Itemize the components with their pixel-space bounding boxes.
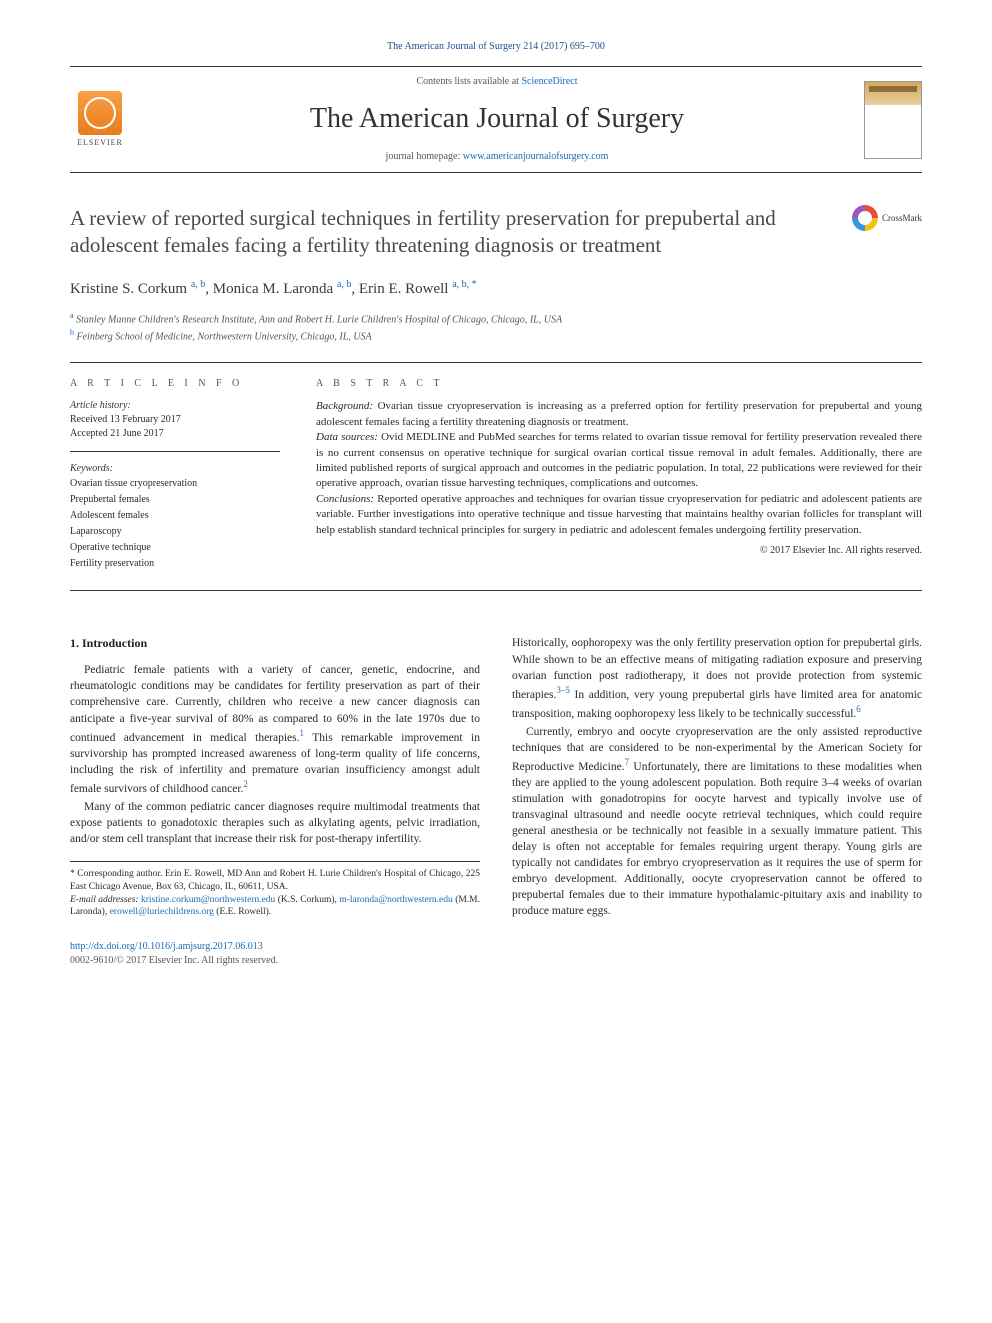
journal-cover-thumbnail[interactable] <box>864 81 922 159</box>
issn-copyright: 0002-9610/© 2017 Elsevier Inc. All right… <box>70 955 278 966</box>
info-abstract-row: A R T I C L E I N F O Article history: R… <box>70 363 922 572</box>
article-body: 1. Introduction Pediatric female patient… <box>70 635 922 920</box>
keywords-label: Keywords: <box>70 462 280 476</box>
crossmark-label: CrossMark <box>882 212 922 225</box>
section-1-heading: 1. Introduction <box>70 635 480 652</box>
elsevier-logo[interactable]: ELSEVIER <box>70 85 130 155</box>
keyword: Laparoscopy <box>70 524 280 540</box>
footnotes: * Corresponding author. Erin E. Rowell, … <box>70 861 480 919</box>
ref-3-5[interactable]: 3–5 <box>556 685 570 695</box>
conclusions-text: Reported operative approaches and techni… <box>316 493 922 536</box>
crossmark-widget[interactable]: CrossMark <box>852 205 922 231</box>
conclusions-label: Conclusions: <box>316 493 374 505</box>
contents-line: Contents lists available at ScienceDirec… <box>130 75 864 89</box>
email-link-2[interactable]: m-laronda@northwestern.edu <box>339 895 452 905</box>
abstract-col: A B S T R A C T Background: Ovarian tiss… <box>316 363 922 572</box>
ref-6[interactable]: 6 <box>856 704 861 714</box>
body-p4: Currently, embryo and oocyte cryopreserv… <box>512 724 922 920</box>
abstract-heading: A B S T R A C T <box>316 377 922 391</box>
ref-2[interactable]: 2 <box>243 779 248 789</box>
background-label: Background: <box>316 400 373 412</box>
crossmark-icon <box>852 205 878 231</box>
keyword: Adolescent females <box>70 508 280 524</box>
affiliations: a Stanley Manne Children's Research Inst… <box>70 310 922 345</box>
article-info-heading: A R T I C L E I N F O <box>70 377 280 391</box>
accepted-date: Accepted 21 June 2017 <box>70 427 280 441</box>
section-rule-2 <box>70 590 922 591</box>
data-sources-text: Ovid MEDLINE and PubMed searches for ter… <box>316 431 922 489</box>
corresponding-author: * Corresponding author. Erin E. Rowell, … <box>70 868 480 894</box>
data-sources-label: Data sources: <box>316 431 378 443</box>
keyword: Ovarian tissue cryopreservation <box>70 476 280 492</box>
journal-title: The American Journal of Surgery <box>130 99 864 138</box>
article-title: A review of reported surgical techniques… <box>70 205 838 260</box>
email-link-1[interactable]: kristine.corkum@northwestern.edu <box>141 895 275 905</box>
article-info-col: A R T I C L E I N F O Article history: R… <box>70 363 280 572</box>
history-label: Article history: <box>70 399 280 413</box>
keyword: Prepubertal females <box>70 492 280 508</box>
keyword: Fertility preservation <box>70 556 280 572</box>
masthead-center: Contents lists available at ScienceDirec… <box>130 75 864 164</box>
email-link-3[interactable]: erowell@luriechildrens.org <box>110 907 214 917</box>
body-p1: Pediatric female patients with a variety… <box>70 662 480 796</box>
contents-prefix: Contents lists available at <box>416 76 521 87</box>
abstract-copyright: © 2017 Elsevier Inc. All rights reserved… <box>316 544 922 558</box>
email-label: E-mail addresses: <box>70 895 139 905</box>
citation-line: The American Journal of Surgery 214 (201… <box>70 40 922 54</box>
email-addresses: E-mail addresses: kristine.corkum@northw… <box>70 894 480 920</box>
homepage-line: journal homepage: www.americanjournalofs… <box>130 150 864 164</box>
masthead: ELSEVIER Contents lists available at Sci… <box>70 66 922 173</box>
body-p3: Historically, oophoropexy was the only f… <box>512 635 922 721</box>
abstract-body: Background: Ovarian tissue cryopreservat… <box>316 399 922 538</box>
homepage-prefix: journal homepage: <box>386 151 463 162</box>
received-date: Received 13 February 2017 <box>70 413 280 427</box>
affiliation-b: b Feinberg School of Medicine, Northwest… <box>70 327 922 344</box>
page-footer: http://dx.doi.org/10.1016/j.amjsurg.2017… <box>70 940 922 968</box>
authors-line: Kristine S. Corkum a, b, Monica M. Laron… <box>70 278 922 300</box>
elsevier-tree-icon <box>78 91 122 135</box>
affiliation-a: a Stanley Manne Children's Research Inst… <box>70 310 922 327</box>
homepage-link[interactable]: www.americanjournalofsurgery.com <box>463 151 609 162</box>
keyword: Operative technique <box>70 540 280 556</box>
elsevier-label: ELSEVIER <box>77 137 123 148</box>
doi-link[interactable]: http://dx.doi.org/10.1016/j.amjsurg.2017… <box>70 941 263 952</box>
background-text: Ovarian tissue cryopreservation is incre… <box>316 400 922 427</box>
article-header: A review of reported surgical techniques… <box>70 205 922 260</box>
keywords-list: Ovarian tissue cryopreservation Prepuber… <box>70 476 280 572</box>
body-p2: Many of the common pediatric cancer diag… <box>70 799 480 847</box>
article-history: Article history: Received 13 February 20… <box>70 399 280 452</box>
sciencedirect-link[interactable]: ScienceDirect <box>521 76 577 87</box>
